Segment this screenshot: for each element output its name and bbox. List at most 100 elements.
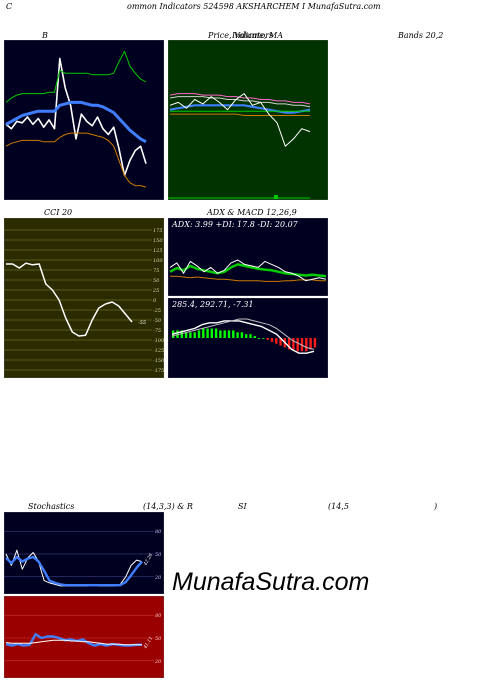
cci-tick-6: 25 <box>152 288 159 294</box>
adx-chart <box>168 218 328 296</box>
bollinger-series-2 <box>5 100 147 144</box>
bollinger-series-0 <box>5 57 147 177</box>
page-title: ommon Indicators 524598 AKSHARCHEM I Mun… <box>127 2 381 11</box>
macd-histogram-bar-17 <box>245 334 248 338</box>
cci-title: CCI 20 <box>44 208 73 217</box>
bollinger-panel <box>4 40 164 200</box>
cci-last-value: -55 <box>138 320 146 326</box>
price_volume_ma-series-0 <box>169 93 311 105</box>
cci-tick-2: 125 <box>153 248 163 254</box>
macd-histogram-bar-2 <box>180 330 183 338</box>
bollinger-chart <box>4 40 164 200</box>
cci-tick-14: -175 <box>153 368 164 374</box>
cci-bg <box>4 218 164 378</box>
macd-histogram-bar-18 <box>249 334 252 338</box>
macd-histogram-bar-33 <box>313 338 317 348</box>
macd-histogram-bar-6 <box>197 330 201 338</box>
macd-histogram-bar-20 <box>257 338 261 339</box>
adx-series-2 <box>169 259 327 282</box>
rsi-series-1 <box>5 639 142 646</box>
stoch-title-b: (14,3,3) & R <box>143 502 193 511</box>
cci-tick-10: -75 <box>153 328 161 334</box>
price-bg <box>168 40 328 200</box>
rsi-tick-2: 20 <box>154 659 162 665</box>
cci-tick-5: 50 <box>153 278 160 284</box>
macd-histogram-bar-10 <box>214 328 218 338</box>
macd-histogram-bar-13 <box>227 330 231 338</box>
adx-title: ADX & MACD 12,26,9 <box>207 208 297 217</box>
cci-tick-3: 100 <box>153 258 163 264</box>
macd-histogram-bar-22 <box>266 338 269 340</box>
rsi-tick-1: 50 <box>155 636 162 642</box>
macd-histogram-bar-24 <box>275 338 278 344</box>
macd-histogram-bar-23 <box>270 338 274 342</box>
macd-chart <box>168 298 328 378</box>
cci-tick-13: -150 <box>153 358 164 364</box>
macd-histogram-bar-9 <box>210 328 213 338</box>
macd-histogram-bar-5 <box>193 332 196 338</box>
macd-histogram-bar-15 <box>236 332 239 338</box>
title-letter: C <box>6 2 13 11</box>
macd-histogram-bar-32 <box>309 338 312 350</box>
stochastics-series-1 <box>5 555 143 587</box>
macd-histogram-bar-12 <box>223 330 226 338</box>
cci-panel: 175 150 125 100 75 50 25 0 -25 -50 -75 -100 -125 -150… <box>4 218 164 378</box>
cci-tick-4: 75 <box>153 268 159 274</box>
macd-histogram-bar-19 <box>253 336 256 338</box>
rsi-tick-0: 80 <box>155 613 162 619</box>
macd-histogram-bar-16 <box>240 332 244 338</box>
stoch-title-c: SI <box>238 502 247 511</box>
cci-series-0 <box>6 262 133 337</box>
bollinger-series-1 <box>5 50 147 103</box>
macd-panel <box>168 298 328 378</box>
cci-tick-8: -25 <box>153 308 161 314</box>
price-panel <box>168 40 328 200</box>
stochastics-panel: 80 50 20 42.26 <box>4 512 164 594</box>
cci-tick-9: -50 <box>153 318 162 324</box>
bands-title: Bands 20,2 <box>398 31 444 40</box>
stoch-bg <box>4 512 164 594</box>
price-title-overlap: Indicators <box>232 31 274 40</box>
macd-histogram-bar-4 <box>189 332 192 338</box>
macd-histogram-bar-29 <box>296 338 299 352</box>
price_volume_ma-series-1 <box>169 96 311 108</box>
adx-values-label: ADX: 3.99 +DI: 17.8 -DI: 20.07 <box>172 220 298 229</box>
rsi-panel: 80 50 20 41.11 <box>4 596 164 678</box>
cci-tick-12: -125 <box>153 348 164 354</box>
price_volume_ma-series-5 <box>169 93 311 147</box>
price_volume_ma-series-2 <box>169 104 311 114</box>
bollinger-series-3 <box>5 132 147 188</box>
macd-values-label: 285.4, 292.71, -7.31 <box>172 300 254 309</box>
macd-series-0 <box>171 320 315 354</box>
macd-histogram-bar-14 <box>232 330 235 338</box>
price-title: Price, Volume, MA <box>208 31 284 40</box>
price-volume-bar <box>273 195 278 199</box>
cci-tick-11: -100 <box>153 338 164 344</box>
macd-histogram-bar-7 <box>202 328 205 338</box>
stochastics-tick-0: 80 <box>155 529 162 535</box>
adx-panel <box>168 218 328 296</box>
macd-histogram-bar-31 <box>305 338 308 352</box>
macd-histogram-bar-21 <box>262 338 265 339</box>
adx-series-1 <box>170 275 326 282</box>
macd-histogram-bar-3 <box>184 332 188 338</box>
price-chart <box>168 40 328 200</box>
adx-bg <box>168 218 328 296</box>
bollinger-bg <box>4 40 164 200</box>
macd-histogram-bar-11 <box>219 330 222 338</box>
price_volume_ma-series-3 <box>170 113 310 116</box>
macd-bg <box>168 298 328 378</box>
macd-histogram-bar-27 <box>287 338 291 350</box>
cci-tick-7: 0 <box>153 298 157 304</box>
macd-histogram-bar-25 <box>279 338 282 346</box>
bb-title: B <box>42 31 48 40</box>
macd-histogram-bar-8 <box>206 328 209 338</box>
stoch-title-a: Stochastics <box>28 502 75 511</box>
rsi-series-0 <box>5 633 142 647</box>
macd-histogram-bar-28 <box>292 338 295 350</box>
cci-chart: 175 150 125 100 75 50 25 0 -25 -50 -75 -100 -125 -150… <box>4 218 164 378</box>
cci-tick-1: 150 <box>153 238 163 244</box>
stoch-title-e: ) <box>434 502 438 511</box>
